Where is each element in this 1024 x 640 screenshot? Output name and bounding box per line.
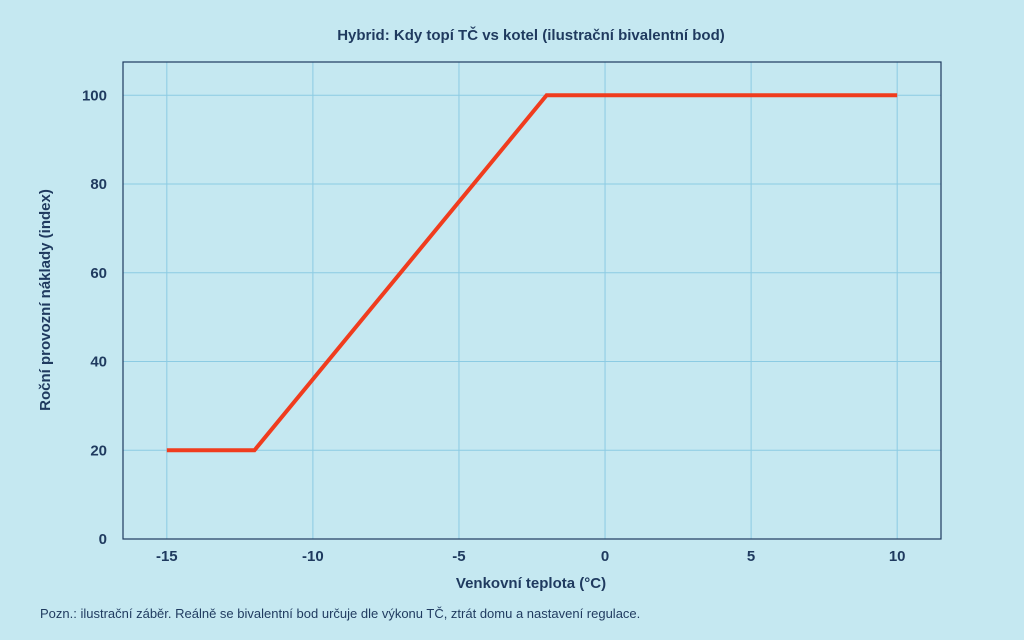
- y-tick-label: 100: [82, 87, 107, 104]
- grid-layer: [123, 62, 941, 539]
- x-tick-label: 5: [747, 548, 755, 565]
- y-tick-label: 60: [90, 265, 107, 282]
- x-tick-label: 10: [889, 548, 906, 565]
- x-tick-label: 0: [601, 548, 609, 565]
- y-tick-label: 80: [90, 176, 107, 193]
- y-tick-label: 0: [99, 531, 107, 548]
- chart-note: Pozn.: ilustrační záběr. Reálně se bival…: [40, 606, 640, 621]
- plot-area-border: [122, 61, 942, 540]
- y-axis-label: Roční provozní náklady (index): [37, 189, 54, 411]
- series-line: [166, 93, 898, 453]
- x-tick-label: -10: [302, 548, 324, 565]
- y-tick-label: 40: [90, 354, 107, 371]
- x-tick-label: -5: [452, 548, 465, 565]
- chart-title: Hybrid: Kdy topí TČ vs kotel (ilustrační…: [337, 26, 725, 44]
- x-axis-label: Venkovní teplota (°C): [456, 575, 606, 592]
- y-tick-label: 20: [90, 442, 107, 459]
- x-tick-label: -15: [156, 548, 178, 565]
- series-layer: [166, 93, 898, 453]
